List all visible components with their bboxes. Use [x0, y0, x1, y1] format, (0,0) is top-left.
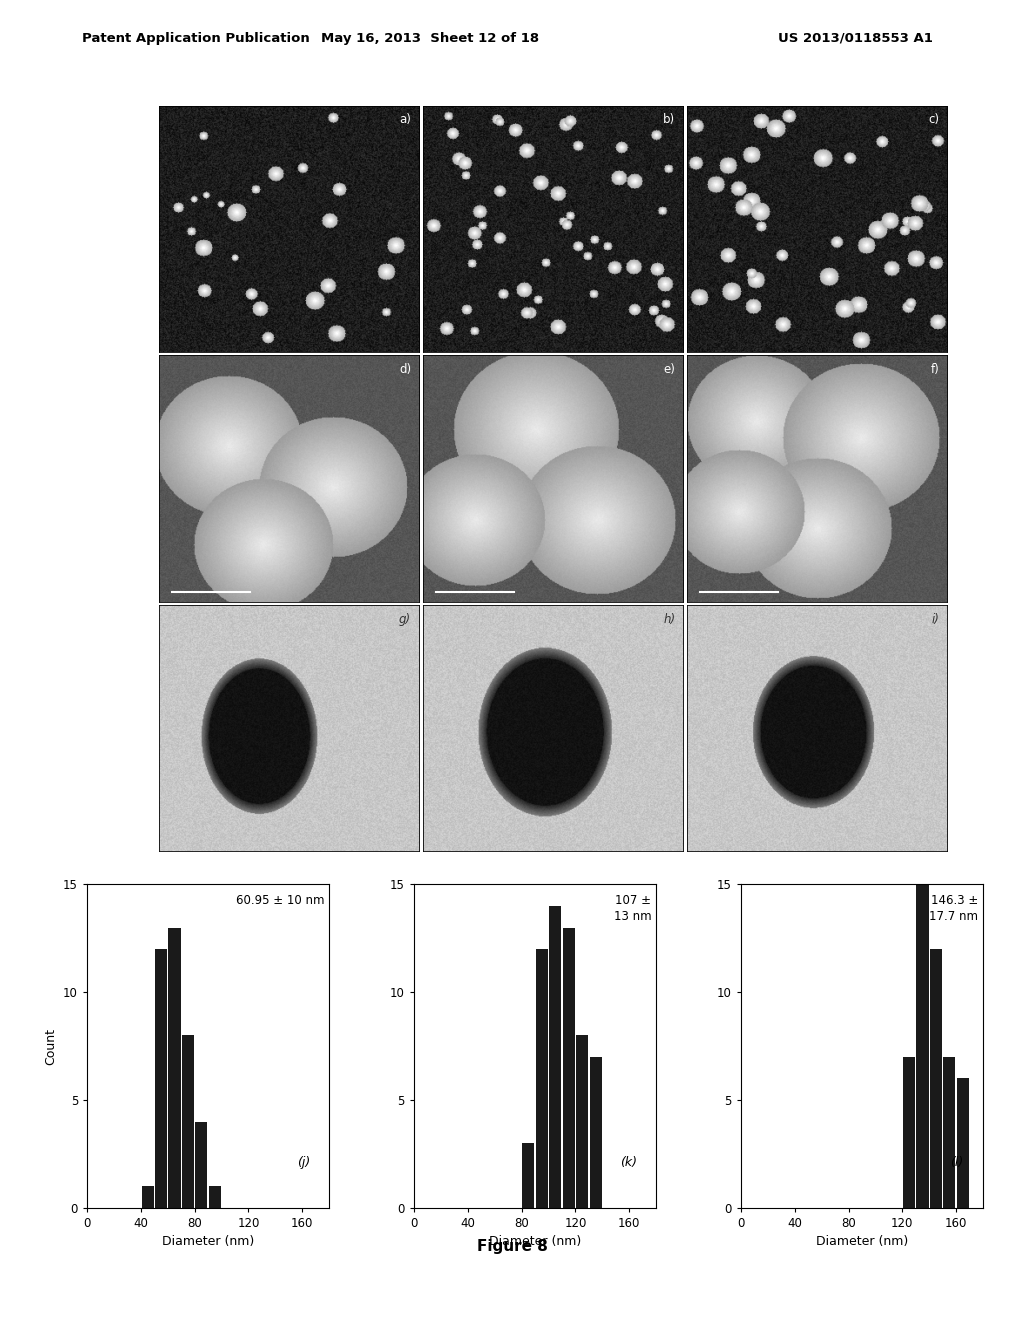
Bar	[916, 884, 929, 1208]
Bar	[209, 1187, 221, 1208]
X-axis label: Diameter (nm): Diameter (nm)	[488, 1236, 582, 1249]
Text: May 16, 2013  Sheet 12 of 18: May 16, 2013 Sheet 12 of 18	[321, 32, 540, 45]
Bar	[141, 1187, 154, 1208]
Bar	[956, 1078, 969, 1208]
Bar	[522, 1143, 535, 1208]
Bar	[536, 949, 548, 1208]
Text: (j): (j)	[297, 1156, 310, 1170]
Bar	[562, 928, 574, 1208]
Bar	[943, 1057, 955, 1208]
Y-axis label: Count: Count	[45, 1027, 57, 1065]
X-axis label: Diameter (nm): Diameter (nm)	[162, 1236, 254, 1249]
Text: Figure 8: Figure 8	[476, 1239, 548, 1254]
Bar	[903, 1057, 915, 1208]
Text: 60.95 ± 10 nm: 60.95 ± 10 nm	[236, 894, 325, 907]
Text: f): f)	[931, 363, 939, 376]
Text: h): h)	[664, 612, 675, 626]
Text: (k): (k)	[620, 1156, 637, 1170]
Bar	[577, 1035, 588, 1208]
Text: g): g)	[399, 612, 412, 626]
Text: i): i)	[932, 612, 939, 626]
Bar	[590, 1057, 602, 1208]
Bar	[930, 949, 942, 1208]
Text: e): e)	[664, 363, 675, 376]
Text: b): b)	[664, 114, 675, 125]
Text: (l): (l)	[950, 1156, 964, 1170]
Text: d): d)	[399, 363, 412, 376]
Text: a): a)	[399, 114, 412, 125]
Bar	[168, 928, 180, 1208]
Bar	[196, 1122, 208, 1208]
Bar	[182, 1035, 194, 1208]
X-axis label: Diameter (nm): Diameter (nm)	[816, 1236, 908, 1249]
Text: c): c)	[929, 114, 939, 125]
Bar	[155, 949, 167, 1208]
Bar	[549, 906, 561, 1208]
Text: US 2013/0118553 A1: US 2013/0118553 A1	[778, 32, 933, 45]
Text: Patent Application Publication: Patent Application Publication	[82, 32, 309, 45]
Text: 146.3 ±
17.7 nm: 146.3 ± 17.7 nm	[929, 894, 978, 923]
Text: 107 ±
13 nm: 107 ± 13 nm	[613, 894, 651, 923]
